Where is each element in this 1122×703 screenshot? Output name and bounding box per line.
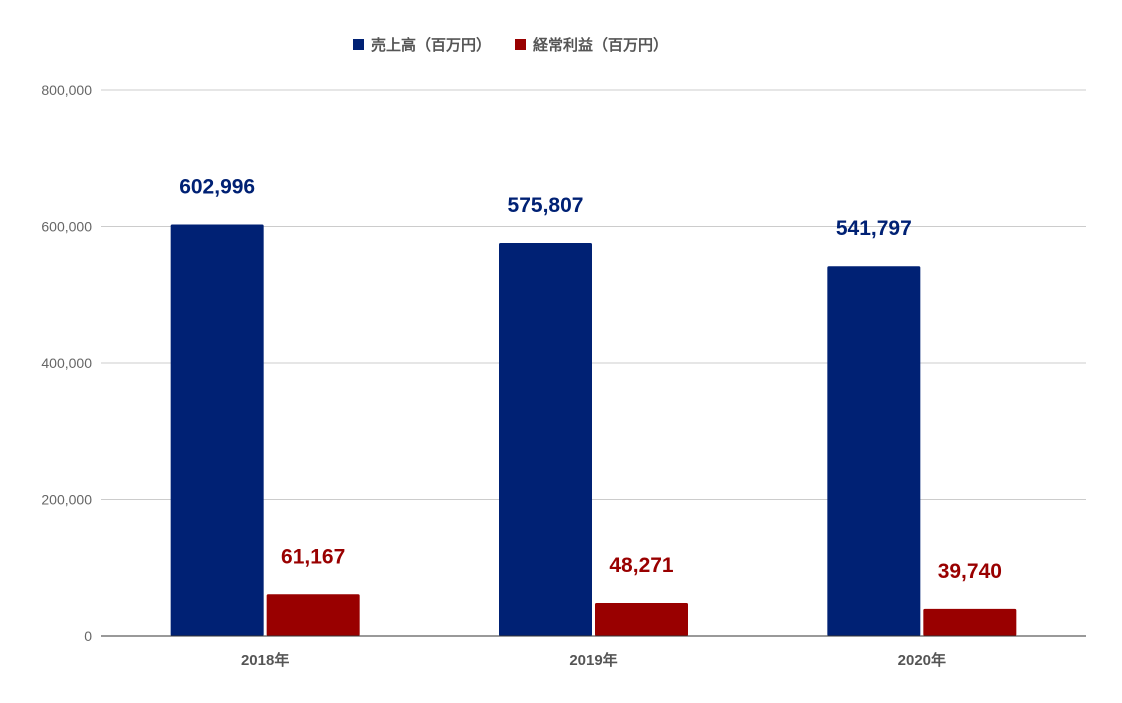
data-label: 602,996 xyxy=(179,175,255,198)
bar xyxy=(499,243,592,636)
data-labels: 602,996 61,167 575,807 48,271 541,797 39,740 xyxy=(179,175,1002,582)
bars xyxy=(170,224,1017,636)
bar xyxy=(923,608,1017,636)
y-tick-label: 400,000 xyxy=(41,355,92,371)
legend-label: 売上高（百万円） xyxy=(371,36,491,54)
legend-swatch xyxy=(353,39,364,50)
bar xyxy=(170,224,264,636)
data-label: 39,740 xyxy=(938,560,1002,583)
data-label: 61,167 xyxy=(281,545,345,568)
y-axis: 0 200,000 400,000 600,000 800,000 xyxy=(41,82,92,644)
y-tick-label: 200,000 xyxy=(41,492,92,508)
legend-swatch xyxy=(515,39,526,50)
legend-label: 経常利益（百万円） xyxy=(533,36,668,54)
bar xyxy=(827,266,921,636)
bar xyxy=(266,594,360,636)
legend: 売上高（百万円） 経常利益（百万円） xyxy=(353,36,668,54)
x-tick-label: 2018年 xyxy=(241,651,289,669)
x-tick-label: 2019年 xyxy=(569,651,617,669)
y-tick-label: 0 xyxy=(84,628,92,644)
data-label: 48,271 xyxy=(609,554,674,577)
x-tick-label: 2020年 xyxy=(898,651,946,669)
y-tick-label: 600,000 xyxy=(41,219,92,235)
bar xyxy=(595,603,688,636)
data-label: 541,797 xyxy=(836,217,912,240)
data-label: 575,807 xyxy=(508,194,584,217)
gridlines xyxy=(101,89,1086,500)
y-tick-label: 800,000 xyxy=(41,82,92,98)
x-axis: 2018年 2019年 2020年 xyxy=(101,635,1086,669)
